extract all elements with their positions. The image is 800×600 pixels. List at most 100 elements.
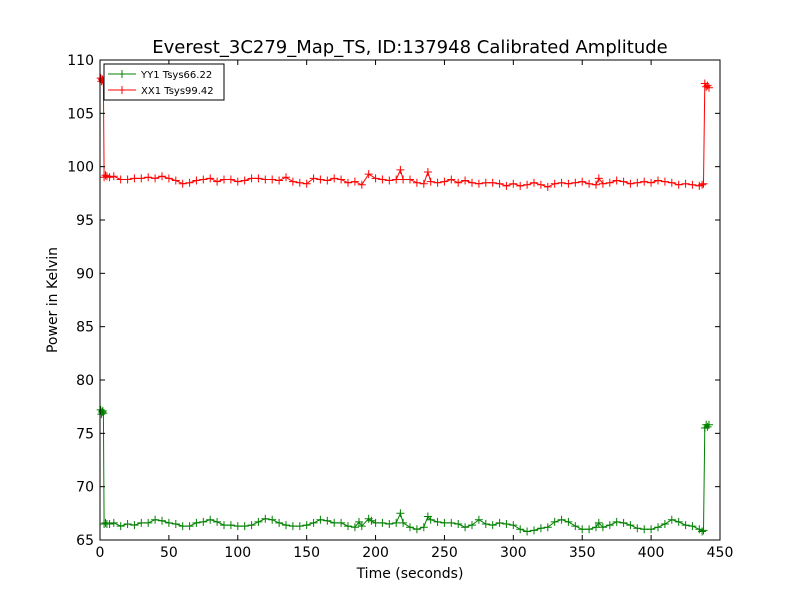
y-tick-label: 100	[67, 160, 94, 176]
data-point	[137, 174, 146, 183]
data-point	[433, 178, 442, 187]
data-point	[385, 176, 394, 185]
legend-swatch-marker	[118, 86, 126, 94]
data-point	[158, 172, 166, 181]
data-point	[282, 173, 290, 182]
data-point	[626, 179, 635, 188]
data-point	[612, 517, 621, 526]
legend-entry-1: XX1 Tsys99.42	[108, 86, 214, 97]
data-point	[240, 176, 249, 185]
data-point	[282, 521, 290, 530]
data-point	[220, 521, 228, 530]
chart-title: Everest_3C279_Map_TS, ID:137948 Calibrat…	[152, 37, 668, 58]
data-point	[137, 518, 146, 527]
data-point	[502, 520, 511, 528]
data-point	[423, 168, 432, 176]
data-point	[705, 420, 713, 429]
data-point	[454, 520, 463, 528]
legend-entry-0: YY1 Tsys66.22	[108, 70, 212, 81]
series-layer	[96, 74, 713, 536]
data-point	[378, 175, 387, 184]
data-point	[536, 180, 545, 189]
data-point	[309, 174, 318, 183]
data-point	[647, 525, 656, 534]
y-tick-label: 70	[76, 480, 94, 496]
y-tick-label: 110	[67, 53, 94, 69]
data-point	[585, 179, 594, 188]
data-point	[433, 517, 442, 526]
data-point	[97, 410, 106, 419]
data-point	[626, 521, 635, 530]
data-point	[412, 178, 421, 187]
data-point	[412, 525, 421, 534]
data-point	[474, 515, 483, 524]
data-point	[330, 518, 339, 527]
data-point	[192, 176, 201, 185]
data-point	[509, 179, 518, 188]
data-point	[516, 181, 525, 190]
x-tick-label: 200	[362, 545, 389, 561]
series-0	[96, 405, 713, 536]
data-point	[440, 518, 449, 527]
data-point	[323, 516, 332, 525]
data-point	[164, 518, 173, 527]
x-tick-label: 250	[431, 545, 458, 561]
y-tick-label: 105	[67, 106, 94, 122]
data-point	[688, 522, 697, 531]
data-point	[199, 517, 208, 526]
data-point	[578, 177, 587, 186]
data-point	[105, 520, 114, 528]
data-point	[598, 179, 607, 188]
legend-swatch-marker	[118, 70, 126, 78]
data-point	[130, 174, 139, 183]
data-point	[199, 175, 208, 184]
data-point	[564, 517, 573, 526]
data-point	[557, 178, 566, 187]
data-point	[98, 408, 107, 416]
data-point	[592, 180, 600, 189]
data-point	[705, 83, 713, 92]
data-point	[357, 180, 366, 189]
data-point	[268, 515, 277, 524]
data-point	[144, 173, 153, 182]
data-point	[178, 522, 187, 531]
data-point	[447, 175, 456, 184]
data-point	[654, 523, 662, 532]
data-point	[633, 524, 642, 533]
data-point	[488, 178, 497, 187]
data-point	[592, 523, 600, 532]
data-point	[164, 174, 173, 183]
data-point	[703, 422, 712, 431]
data-point	[594, 174, 603, 183]
data-point	[674, 180, 683, 189]
data-point	[468, 178, 476, 187]
data-point	[288, 522, 297, 531]
data-point	[543, 523, 552, 532]
y-tick-label: 85	[76, 320, 94, 336]
data-point	[99, 409, 108, 418]
data-point	[495, 518, 504, 527]
data-point	[275, 176, 284, 185]
data-point	[447, 518, 456, 527]
data-point	[151, 515, 160, 524]
data-point	[240, 522, 249, 531]
data-point	[619, 177, 628, 186]
data-point	[399, 518, 408, 527]
x-tick-label: 450	[707, 545, 734, 561]
data-point	[371, 518, 380, 527]
data-point	[571, 178, 580, 187]
data-point	[295, 522, 304, 531]
data-point	[530, 526, 538, 535]
data-point	[426, 515, 435, 524]
data-point	[461, 176, 470, 185]
data-point	[392, 518, 401, 527]
data-point	[698, 180, 707, 189]
data-point	[101, 171, 110, 180]
data-point	[171, 176, 180, 185]
data-point	[254, 174, 263, 183]
data-point	[295, 178, 304, 187]
data-point	[612, 176, 621, 185]
data-point	[226, 521, 235, 530]
plot-frame	[99, 59, 721, 541]
data-point	[350, 523, 359, 532]
